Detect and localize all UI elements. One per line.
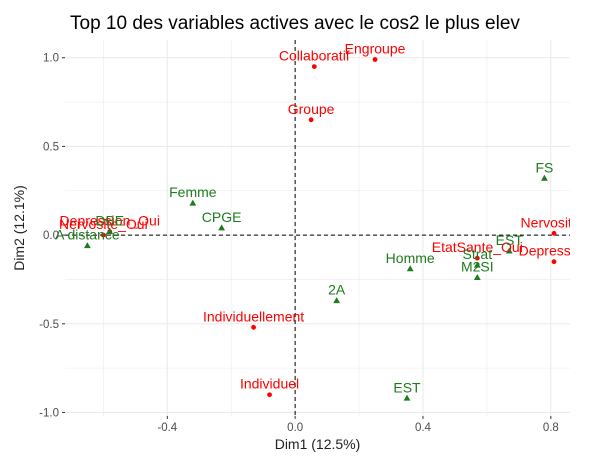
point-label: Individuellement: [203, 308, 304, 324]
point-label: Strat: [463, 246, 493, 262]
point-marker: [473, 274, 481, 281]
x-tick-label: 0.4: [415, 422, 432, 434]
point-label: CPGE: [202, 209, 242, 225]
point-marker: [83, 242, 91, 249]
x-tick-label: -0.4: [157, 422, 177, 434]
point-label: Nervosite_: [521, 214, 588, 230]
point-marker: [541, 174, 548, 181]
point-marker: [218, 224, 226, 231]
x-axis-title: Dim1 (12.5%): [275, 436, 361, 452]
y-tick-label: 0.5: [43, 141, 59, 153]
y-tick-label: -1.0: [39, 407, 59, 419]
point-marker: [333, 297, 341, 304]
y-tick-label: -0.5: [39, 319, 59, 331]
point-label: EST: [393, 379, 421, 395]
point-label: Nervosite_Oui: [59, 216, 148, 232]
point-marker: [474, 255, 480, 261]
point-marker: [308, 117, 314, 123]
point-label: DBE: [95, 213, 124, 229]
point-label: Collaboratif: [279, 48, 350, 64]
chart-title: Top 10 des variables actives avec le cos…: [70, 13, 520, 34]
point-marker: [189, 199, 197, 206]
point-marker: [311, 64, 317, 70]
point-label: Homme: [386, 250, 435, 266]
x-axis: -0.4 0.0 0.4 0.8: [157, 416, 559, 434]
point-label: Depression: [519, 243, 590, 259]
point-marker: [106, 227, 114, 234]
y-axis: -1.0 -0.5 0.0 0.5 1.0: [39, 53, 65, 419]
reference-lines: [65, 40, 570, 416]
point-marker: [473, 261, 481, 268]
plot-panel: [65, 40, 570, 416]
point-marker: [406, 265, 414, 272]
point-label: 2A: [328, 282, 346, 298]
point-marker: [267, 392, 272, 398]
x-tick-label: 0.0: [287, 422, 303, 434]
point-marker: [100, 232, 106, 238]
x-tick-label: 0.8: [543, 422, 559, 434]
point-label: M2SI: [461, 259, 494, 275]
y-tick-label: 0.0: [43, 230, 59, 242]
y-tick-label: 1.0: [43, 53, 59, 65]
point-marker: [551, 230, 557, 236]
point-label: EST: [496, 232, 524, 248]
point-label: Femme: [169, 184, 217, 200]
point-marker: [372, 57, 378, 62]
point-label: FS: [535, 159, 553, 175]
points: [83, 57, 557, 401]
point-label: EtatSante_Oui: [432, 239, 523, 255]
point-label: Depression_Oui: [60, 213, 160, 229]
point-label: Individuel: [240, 376, 299, 392]
point-label: Engroupe: [345, 41, 406, 57]
point-label: Groupe: [288, 101, 335, 117]
y-axis-title: Dim2 (12.1%): [11, 185, 27, 271]
point-marker: [551, 259, 557, 265]
point-label: A distance: [55, 227, 120, 243]
point-marker: [251, 324, 256, 330]
point-marker: [505, 247, 513, 254]
point-marker: [403, 394, 411, 401]
